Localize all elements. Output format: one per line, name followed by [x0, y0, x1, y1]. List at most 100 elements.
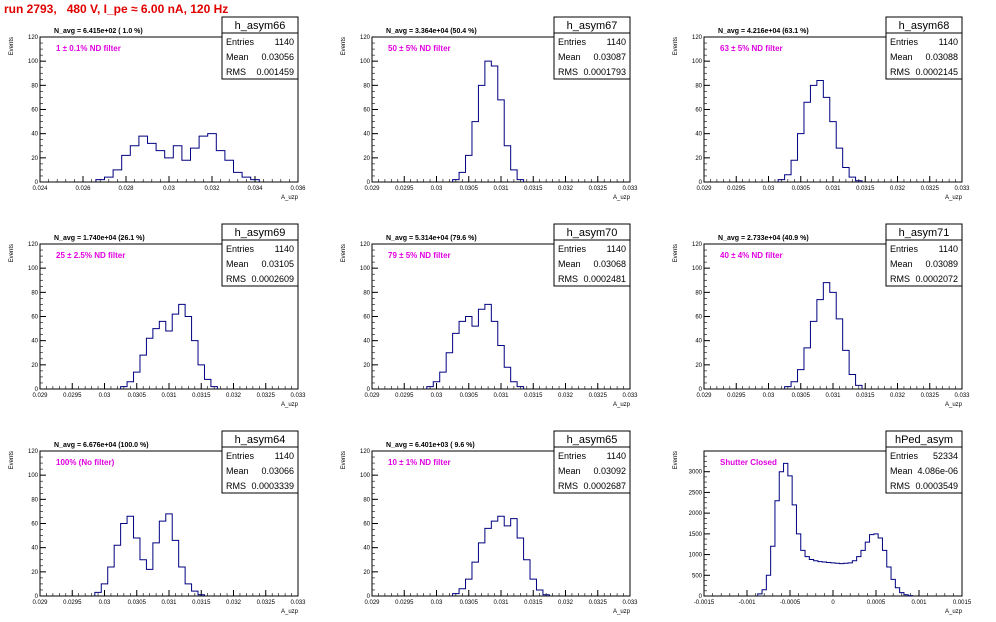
x-tick-label: 0.0305 [792, 393, 811, 399]
x-tick-label: 0.03 [431, 393, 443, 399]
x-tick-label: 0.0325 [921, 186, 940, 192]
y-axis-label: Events [9, 451, 15, 469]
x-tick-label: 0 [831, 600, 835, 606]
x-tick-label: 0.031 [493, 186, 509, 192]
y-tick-label: 2500 [689, 490, 703, 496]
x-axis-label: A_uzp [613, 195, 631, 201]
x-tick-label: 0.032 [558, 186, 574, 192]
x-axis-label: A_uzp [613, 402, 631, 408]
x-axis-label: A_uzp [945, 609, 963, 615]
stats-title: h_asym66 [235, 20, 286, 32]
x-tick-label: 0.032 [558, 393, 574, 399]
stats-value: 1140 [939, 37, 958, 47]
x-tick-label: 0.0315 [524, 393, 543, 399]
stats-label: RMS [890, 481, 910, 491]
stats-value: 1140 [275, 37, 294, 47]
y-tick-label: 20 [363, 156, 370, 162]
x-tick-label: 0.0325 [257, 600, 276, 606]
x-tick-label: 0.0305 [460, 393, 479, 399]
stats-label: Entries [226, 37, 255, 47]
stats-label: Entries [226, 451, 255, 461]
stats-label: RMS [226, 481, 246, 491]
histogram-panel: 0 20 40 60 80 100 120 0.029 0.0295 0.03 0.0305 0.03… [341, 16, 638, 201]
stats-value: 1140 [607, 451, 626, 461]
stats-value: 1140 [275, 451, 294, 461]
y-axis-label: Events [9, 244, 15, 262]
y-tick-label: 20 [31, 363, 38, 369]
y-tick-label: 40 [31, 339, 38, 345]
x-tick-label: 0.0005 [867, 600, 886, 606]
y-tick-label: 80 [363, 497, 370, 503]
x-tick-label: -0.0015 [694, 600, 715, 606]
histogram-panel: 0 20 40 60 80 100 120 0.029 0.0295 0.03 0.0305 0.03… [341, 223, 638, 408]
x-tick-label: 0.032 [204, 186, 220, 192]
y-tick-label: 120 [28, 449, 39, 455]
histogram-series [757, 462, 914, 597]
y-tick-label: 0 [35, 387, 39, 393]
stats-title: hPed_asym [895, 434, 953, 446]
stats-box [553, 16, 631, 80]
y-tick-label: 40 [695, 339, 702, 345]
x-tick-label: 0.0295 [727, 186, 746, 192]
x-tick-label: 0.032 [558, 600, 574, 606]
stats-label: Mean [890, 259, 913, 269]
histogram-series [95, 133, 260, 182]
stats-box [221, 223, 299, 287]
y-tick-label: 120 [28, 242, 39, 248]
y-tick-label: 20 [31, 156, 38, 162]
stats-value: 0.03087 [593, 52, 626, 62]
navg-label: N_avg = 1.740e+04 (26.1 %) [54, 235, 145, 242]
x-tick-label: 0.031 [493, 393, 509, 399]
histogram-panel: 0 20 40 60 80 100 120 0.029 0.0295 0.03 0.0305 0.03… [673, 16, 970, 201]
y-tick-label: 100 [360, 59, 371, 65]
stats-label: RMS [226, 274, 246, 284]
stats-value: 0.0002481 [583, 274, 626, 284]
histogram-series [120, 303, 218, 389]
histogram-panel: 0 20 40 60 80 100 120 0.024 0.026 0.028 0.03 0.032 0… [9, 16, 306, 201]
stats-title: h_asym64 [235, 434, 286, 446]
x-tick-label: 0.0295 [395, 600, 414, 606]
x-tick-label: 0.031 [161, 393, 177, 399]
x-tick-label: 0.033 [954, 186, 970, 192]
stats-title: h_asym67 [567, 20, 618, 32]
y-tick-label: 120 [692, 242, 703, 248]
y-tick-label: 500 [692, 573, 703, 579]
y-axis-label: Events [673, 37, 679, 55]
y-tick-label: 40 [363, 546, 370, 552]
stats-label: Mean [226, 259, 249, 269]
x-tick-label: 0.0325 [589, 600, 608, 606]
stats-value: 52334 [933, 451, 958, 461]
y-tick-label: 20 [695, 363, 702, 369]
y-tick-label: 3000 [689, 470, 703, 476]
stats-box [553, 223, 631, 287]
navg-label: N_avg = 6.401e+03 ( 9.6 %) [386, 442, 475, 449]
x-tick-label: 0.0325 [589, 186, 608, 192]
stats-label: Entries [890, 244, 919, 254]
y-axis-label: Events [341, 451, 347, 469]
x-axis-label: A_uzp [281, 402, 299, 408]
stats-title: h_asym71 [899, 227, 950, 239]
x-tick-label: 0.0305 [460, 186, 479, 192]
stats-label: RMS [558, 67, 578, 77]
x-tick-label: 0.031 [493, 600, 509, 606]
stats-label: RMS [226, 67, 246, 77]
y-tick-label: 1500 [689, 532, 703, 538]
y-tick-label: 100 [692, 266, 703, 272]
y-tick-label: 60 [363, 522, 370, 528]
y-tick-label: 60 [31, 522, 38, 528]
stats-label: Mean [226, 52, 249, 62]
stats-label: RMS [558, 274, 578, 284]
x-tick-label: 0.0315 [524, 186, 543, 192]
stats-value: 0.03056 [261, 52, 294, 62]
stats-value: 4.086e-06 [917, 466, 958, 476]
x-tick-label: 0.033 [290, 393, 306, 399]
stats-title: h_asym69 [235, 227, 286, 239]
stats-label: RMS [890, 274, 910, 284]
y-tick-label: 0 [699, 180, 703, 186]
x-tick-label: 0.0315 [856, 393, 875, 399]
stats-label: Entries [890, 451, 919, 461]
y-tick-label: 40 [31, 132, 38, 138]
x-tick-label: 0.03 [99, 600, 111, 606]
filter-label: 63 ± 5% ND filter [720, 44, 783, 53]
stats-label: Mean [890, 466, 913, 476]
